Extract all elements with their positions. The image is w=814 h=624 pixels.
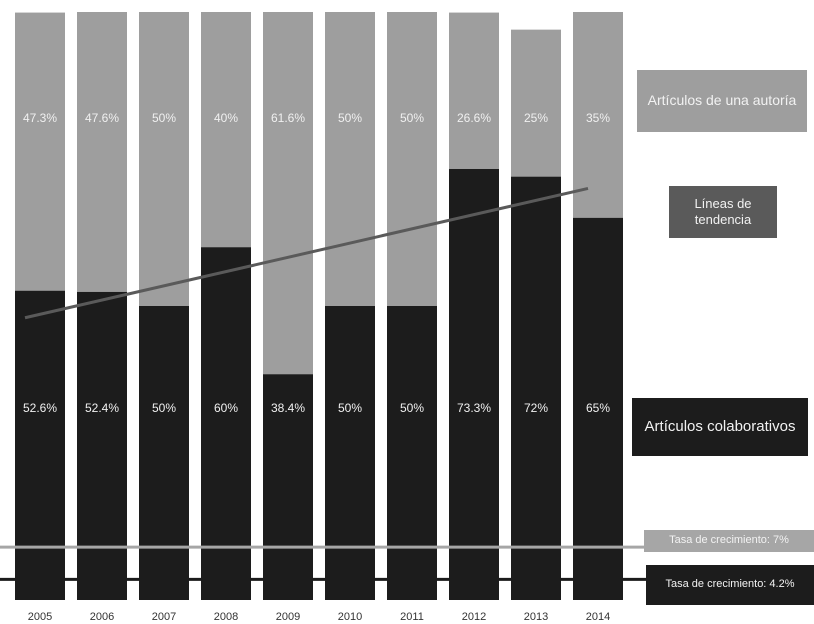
data-label-collaborative-2008: 60% bbox=[214, 401, 238, 415]
x-tick-label-2008: 2008 bbox=[214, 611, 238, 623]
x-tick-label-2009: 2009 bbox=[276, 611, 300, 623]
data-label-collaborative-2006: 52.4% bbox=[85, 401, 119, 415]
trend-layer bbox=[24, 186, 589, 320]
data-label-single-2013: 25% bbox=[524, 111, 548, 125]
legend-collaborative-label: Artículos colaborativos bbox=[644, 417, 796, 435]
bar-single-2007 bbox=[139, 12, 189, 306]
x-tick-label-2010: 2010 bbox=[338, 611, 362, 623]
data-label-single-2008: 40% bbox=[214, 111, 238, 125]
bar-single-2008 bbox=[201, 12, 251, 248]
data-label-single-2005: 47.3% bbox=[23, 111, 57, 125]
bar-collaborative-2012 bbox=[449, 168, 499, 600]
bar-single-2014 bbox=[573, 12, 623, 218]
data-label-collaborative-2010: 50% bbox=[338, 401, 362, 415]
legend-trend-lines-label: Líneas de tendencia bbox=[694, 195, 752, 227]
bar-single-2005 bbox=[15, 12, 65, 291]
bar-single-2013 bbox=[511, 29, 561, 177]
data-label-collaborative-2011: 50% bbox=[400, 401, 424, 415]
x-tick-label-2006: 2006 bbox=[90, 611, 114, 623]
x-tick-label-2005: 2005 bbox=[28, 611, 52, 623]
labels-layer: 52.6% 47.3% 52.4% 47.6% 50% 50% 60% 40% 38.4% 61.… bbox=[23, 111, 610, 415]
bar-collaborative-2007 bbox=[139, 306, 189, 600]
bar-collaborative-2013 bbox=[511, 176, 561, 600]
data-label-collaborative-2005: 52.6% bbox=[23, 401, 57, 415]
bar-single-2012 bbox=[449, 12, 499, 169]
bar-single-2010 bbox=[325, 12, 375, 306]
data-label-collaborative-2007: 50% bbox=[152, 401, 176, 415]
data-label-single-2012: 26.6% bbox=[457, 111, 491, 125]
bar-collaborative-2011 bbox=[387, 306, 437, 600]
legend-growth-rate-collaborative: Tasa de crecimiento: 4.2% bbox=[646, 565, 814, 605]
x-tick-label-2011: 2011 bbox=[400, 611, 424, 623]
x-tick-label-2012: 2012 bbox=[462, 611, 486, 623]
growth-layer bbox=[0, 545, 646, 581]
data-label-collaborative-2013: 72% bbox=[524, 401, 548, 415]
data-label-single-2009: 61.6% bbox=[271, 111, 305, 125]
trend-line bbox=[24, 186, 589, 320]
data-label-single-2006: 47.6% bbox=[85, 111, 119, 125]
bar-collaborative-2009 bbox=[263, 374, 313, 600]
data-label-single-2014: 35% bbox=[586, 111, 610, 125]
bar-collaborative-2008 bbox=[201, 247, 251, 600]
x-tick-label-2014: 2014 bbox=[586, 611, 610, 623]
legend-trend-lines: Líneas de tendencia bbox=[669, 186, 777, 238]
x-tick-label-2013: 2013 bbox=[524, 611, 548, 623]
legend-growth-rate-single: Tasa de crecimiento: 7% bbox=[644, 530, 814, 552]
legend-growth-rate-single-label: Tasa de crecimiento: 7% bbox=[669, 534, 789, 547]
legend-single-authorship-label: Artículos de una autoría bbox=[647, 92, 797, 109]
bars-layer bbox=[15, 12, 623, 601]
legend-collaborative: Artículos colaborativos bbox=[632, 398, 808, 456]
bar-collaborative-2006 bbox=[77, 291, 127, 600]
data-label-single-2007: 50% bbox=[152, 111, 176, 125]
bar-collaborative-2010 bbox=[325, 306, 375, 600]
data-label-collaborative-2014: 65% bbox=[586, 401, 610, 415]
bar-single-2011 bbox=[387, 12, 437, 306]
legend-single-authorship: Artículos de una autoría bbox=[637, 70, 807, 132]
bar-collaborative-2005 bbox=[15, 290, 65, 600]
bar-single-2006 bbox=[77, 12, 127, 292]
legend-growth-rate-collaborative-label: Tasa de crecimiento: 4.2% bbox=[665, 578, 795, 591]
bar-collaborative-2014 bbox=[573, 217, 623, 601]
data-label-single-2011: 50% bbox=[400, 111, 424, 125]
x-tick-labels: 2005 2006 2007 2008 2009 2010 2011 2012 2013 2014 bbox=[28, 611, 610, 623]
x-tick-label-2007: 2007 bbox=[152, 611, 176, 623]
bar-single-2009 bbox=[263, 12, 313, 375]
data-label-single-2010: 50% bbox=[338, 111, 362, 125]
data-label-collaborative-2009: 38.4% bbox=[271, 401, 305, 415]
data-label-collaborative-2012: 73.3% bbox=[457, 401, 491, 415]
